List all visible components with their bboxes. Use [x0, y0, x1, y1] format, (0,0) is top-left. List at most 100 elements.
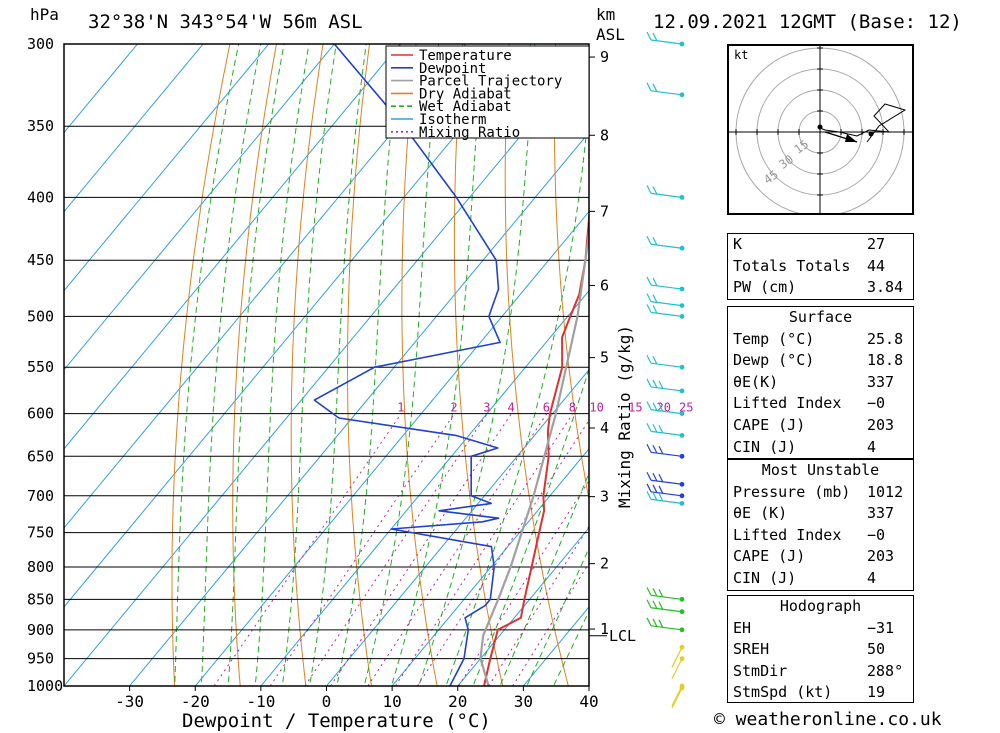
wind-barbs — [646, 31, 685, 709]
isotherm-line — [260, 289, 589, 686]
wind-barb-flag — [652, 277, 658, 287]
storm-motion-arrow — [845, 134, 857, 142]
hodograph-top-point — [868, 131, 874, 137]
mixing-ratio-label: 1 — [397, 401, 404, 415]
hodograph-surface-point — [817, 124, 823, 130]
x-tick-label: -30 — [115, 692, 144, 711]
wind-barb-flag — [652, 186, 658, 195]
wind-barb-shaft — [650, 311, 683, 317]
mixing-ratio-axis-title: Mixing Ratio (g/kg) — [615, 325, 634, 508]
mixing-ratio-line — [304, 413, 488, 686]
mu-theta-row: θE (K) 337 — [733, 504, 895, 523]
datetime: 12.09.2021 12GMT (Base: 12) — [653, 11, 962, 33]
surface-cin-row: CIN (J) 4 — [733, 437, 877, 456]
wind-barb-shaft — [650, 479, 683, 485]
x-tick-label: -10 — [246, 692, 275, 711]
wind-barb-shaft — [671, 658, 683, 679]
legend-label: Wet Adiabat — [419, 99, 512, 115]
pressure-tick-label: 900 — [27, 621, 54, 639]
pressure-tick-label: 600 — [27, 405, 54, 423]
pressure-tick-label: 750 — [27, 524, 54, 542]
x-tick-label: 20 — [448, 692, 467, 711]
pressure-tick-label: 1000 — [27, 677, 63, 695]
hodograph-ring-label: 45 — [761, 167, 781, 187]
wind-barb-flag — [646, 354, 652, 364]
pressure-tick-label: 950 — [27, 650, 54, 668]
indices-table: K 27 Totals Totals 44 PW (cm) 3.84 — [727, 233, 914, 300]
wet-adiabat-line — [281, 44, 337, 686]
x-tick-label: 0 — [322, 692, 332, 711]
footer-copyright: © weatheronline.co.uk — [714, 709, 942, 730]
mixing-ratio-line — [416, 419, 589, 686]
pressure-tick-label: 550 — [27, 358, 54, 376]
mixing-ratio-line — [488, 525, 589, 686]
height-tick-label: 5 — [600, 349, 609, 367]
pressure-unit: hPa — [30, 5, 59, 24]
wind-barb-flag — [646, 491, 652, 500]
wind-barb-shaft — [650, 607, 683, 613]
hodograph-ring-label: 15 — [791, 137, 811, 157]
mixing-ratio-label: 10 — [589, 401, 603, 415]
isotherm-line — [64, 44, 401, 450]
legend-label: Dry Adiabat — [419, 86, 512, 102]
wind-barb-flag — [646, 31, 652, 41]
wind-barb-shaft — [650, 594, 683, 600]
wind-barb-flag — [646, 304, 652, 313]
surface-li-row: Lifted Index −0 — [733, 394, 886, 413]
wind-barb-flag — [646, 378, 652, 388]
x-tick-label: 40 — [579, 692, 598, 711]
hodograph-ring-label: 30 — [776, 152, 796, 172]
pressure-tick-label: 800 — [27, 558, 54, 576]
wind-barb-flag — [658, 473, 664, 483]
wet-adiabat-line — [526, 546, 589, 686]
mixing-ratio-label: 15 — [628, 401, 642, 415]
legend-label: Isotherm — [419, 112, 486, 128]
eh-row: EH −31 — [733, 618, 895, 637]
surface-title: Surface — [788, 308, 853, 326]
dry-adiabat-line — [232, 44, 278, 686]
wind-barb-shaft — [650, 451, 683, 457]
wind-barb-flag — [652, 305, 658, 314]
wind-barb-flag — [646, 401, 652, 410]
mixing-ratio-line — [367, 413, 548, 686]
mu-cape-row: CAPE (J) 203 — [733, 547, 895, 566]
isotherm-line — [325, 368, 589, 686]
wind-barb-flag — [652, 294, 658, 303]
wind-barb-flag — [658, 380, 664, 390]
wind-barb-dot — [679, 453, 685, 459]
wind-barb-flag — [658, 485, 664, 495]
dry-adiabat-line — [971, 26, 1000, 712]
mixing-ratio-label: 8 — [569, 401, 576, 415]
wind-barb-shaft — [650, 90, 683, 96]
wind-barb-flag — [646, 471, 652, 481]
wet-adiabat-line — [552, 610, 589, 686]
wind-barb-flag — [646, 483, 652, 493]
wind-barb-flag — [658, 446, 664, 455]
wet-adiabat-line — [200, 44, 262, 686]
wind-barb-shaft — [650, 39, 683, 45]
legend-box — [385, 45, 590, 139]
wind-barb-flag — [652, 355, 658, 365]
mu-cin-row: CIN (J) 4 — [733, 568, 877, 587]
wind-barb-shaft — [650, 430, 683, 436]
pressure-tick-label: 450 — [27, 251, 54, 269]
wind-barb-flag — [652, 618, 658, 628]
wind-barb-flag — [652, 32, 658, 42]
parcel-trajectory-line — [479, 226, 589, 686]
legend-label: Mixing Ratio — [419, 125, 520, 141]
wind-barb-flag — [652, 379, 658, 389]
wind-barb-flag — [646, 617, 652, 627]
height-tick-label: 8 — [600, 126, 609, 144]
wind-barb-flag — [652, 424, 658, 433]
dry-adiabat-line — [925, 26, 1000, 712]
legend-label: Dewpoint — [419, 61, 486, 77]
wind-barb-flag — [658, 403, 664, 412]
hodograph-params-title: Hodograph — [779, 597, 862, 615]
isotherm-line — [64, 52, 589, 686]
height-tick-label: 1 — [600, 620, 609, 638]
wet-adiabat-line — [499, 471, 589, 686]
wet-adiabat-line — [227, 44, 285, 686]
wet-adiabat-line — [418, 44, 536, 686]
wind-barb-shaft — [650, 386, 683, 392]
